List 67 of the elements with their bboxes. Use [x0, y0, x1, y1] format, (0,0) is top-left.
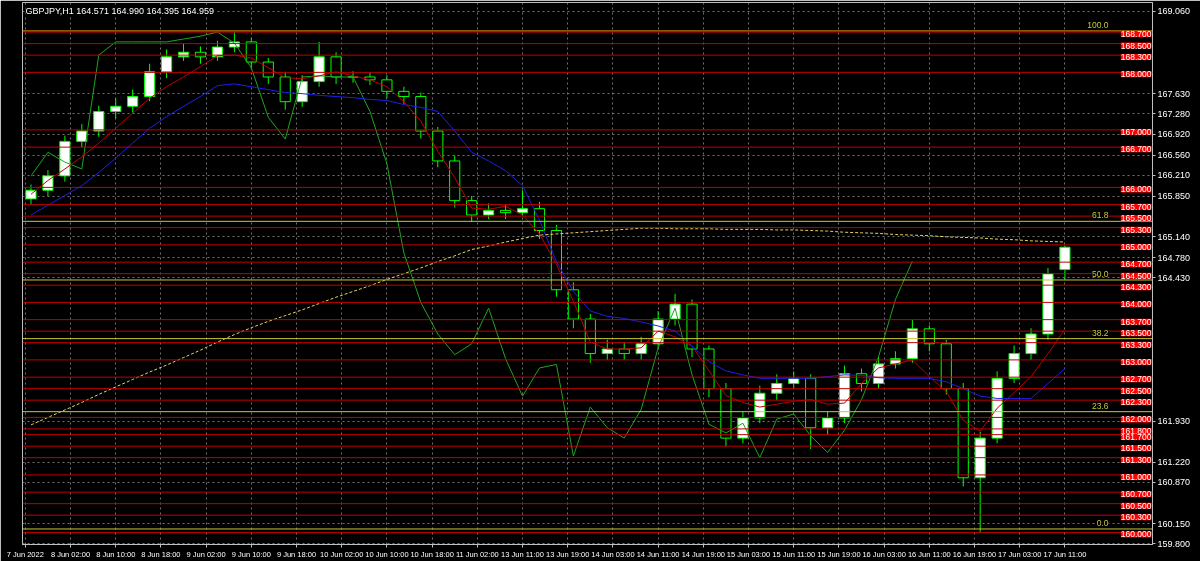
candlestick	[516, 189, 529, 217]
ref-line-label: 163.500	[1120, 328, 1152, 339]
candlestick	[160, 48, 173, 79]
ref-line-label: 161.300	[1120, 454, 1152, 465]
candlestick	[822, 411, 834, 436]
ref-line-label: 162.700	[1120, 374, 1152, 385]
ref-line-label: 163.000	[1120, 356, 1152, 367]
y-tick-label: 160.150	[1157, 518, 1191, 529]
annotation: 100.0	[1087, 19, 1109, 30]
ref-line-label: 162.500	[1120, 385, 1152, 396]
ref-line-label: 160.700	[1120, 489, 1152, 500]
y-tick-label: 166.920	[1157, 129, 1191, 140]
y-tick-label: 169.060	[1157, 6, 1191, 17]
y-tick-label: 165.140	[1157, 231, 1191, 242]
candlestick	[1025, 327, 1037, 361]
annotation: 38.2	[1091, 327, 1109, 338]
y-tick-label: 166.210	[1157, 170, 1191, 181]
annotation: 0.0	[1096, 517, 1109, 528]
ref-line-label: 168.700	[1120, 29, 1152, 40]
ref-line-label: 160.000	[1120, 529, 1152, 540]
ref-line-label: 165.300	[1120, 224, 1152, 235]
ref-line-label: 162.300	[1120, 397, 1152, 408]
y-tick-label: 164.430	[1157, 272, 1191, 283]
ref-line-label: 164.700	[1120, 259, 1152, 270]
y-tick-label: 161.220	[1157, 457, 1191, 468]
line-series	[30, 31, 913, 459]
y-tick-label: 167.280	[1157, 108, 1191, 119]
candlestick	[1059, 244, 1071, 281]
y-tick-label: 165.850	[1157, 191, 1191, 202]
ref-line-label: 163.300	[1120, 339, 1152, 350]
line-series	[30, 227, 1066, 426]
ref-line-label: 168.500	[1120, 40, 1152, 51]
candlestick	[76, 123, 88, 148]
candlestick	[93, 105, 105, 138]
ref-line-label: 166.700	[1120, 144, 1152, 155]
line-series	[30, 83, 1066, 399]
ref-line-label: 164.000	[1120, 299, 1152, 310]
y-tick-label: 159.800	[1157, 538, 1191, 549]
candlestick	[25, 184, 37, 206]
annotation: 61.8	[1091, 210, 1109, 221]
candlestick	[127, 89, 139, 114]
y-tick-label: 167.630	[1157, 88, 1191, 99]
ref-line-label: 161.000	[1120, 471, 1152, 482]
candlestick	[398, 86, 410, 105]
ref-line-label: 166.000	[1120, 184, 1152, 195]
y-tick-label: 161.930	[1157, 416, 1191, 427]
ref-line-label: 168.000	[1120, 69, 1152, 80]
ref-line-label: 162.000	[1120, 414, 1152, 425]
candlestick	[110, 97, 122, 119]
ref-line-label: 160.500	[1120, 500, 1152, 511]
candlestick	[771, 373, 783, 401]
ref-line-label: 164.300	[1120, 282, 1152, 293]
ref-line-label: 161.500	[1120, 443, 1152, 454]
y-tick-label: 160.870	[1157, 477, 1191, 488]
ref-line-label: 168.300	[1120, 52, 1152, 63]
y-tick-label: 166.560	[1157, 150, 1191, 161]
ref-line-label: 167.000	[1120, 126, 1152, 137]
y-tick-label: 164.780	[1157, 252, 1191, 263]
annotation: 50.0	[1091, 268, 1109, 279]
ref-line-label: 165.500	[1120, 213, 1152, 224]
ref-line-label: 163.700	[1120, 316, 1152, 327]
annotation: 23.6	[1091, 400, 1109, 411]
ref-line-label: 165.700	[1120, 201, 1152, 212]
ref-line-label: 165.000	[1120, 241, 1152, 252]
ref-line-label: 164.500	[1120, 270, 1152, 281]
chart-title: GBPJPY,H1 164.571 164.990 164.395 164.959	[25, 5, 214, 16]
ref-line-label: 160.300	[1120, 512, 1152, 523]
